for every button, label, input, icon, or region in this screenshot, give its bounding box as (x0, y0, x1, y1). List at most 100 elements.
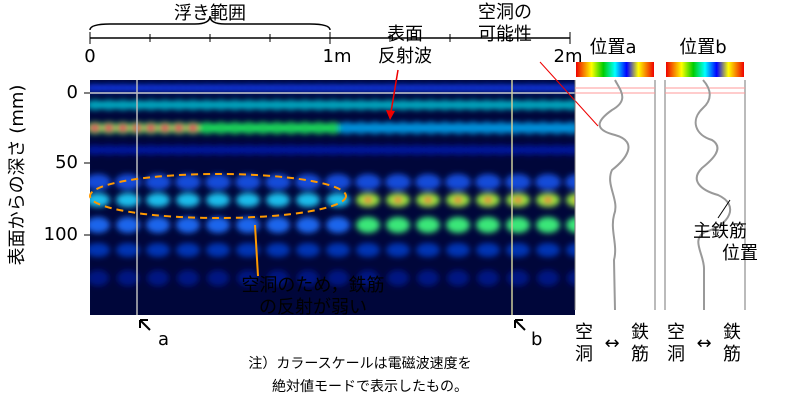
radar-texture (447, 270, 469, 286)
color-bar (576, 62, 654, 77)
radar-texture (236, 193, 260, 207)
radar-texture (386, 243, 410, 257)
radar-texture (537, 270, 559, 286)
radar-texture (476, 243, 500, 257)
radar-texture (543, 197, 553, 203)
radar-texture (535, 174, 561, 190)
arrow (140, 320, 150, 330)
radar-texture (206, 193, 230, 207)
y-tick-label: 50 (55, 152, 78, 173)
radar-texture (235, 174, 261, 190)
waveform (600, 80, 629, 310)
radar-texture (206, 217, 230, 233)
radar-texture (415, 174, 441, 190)
legend-arrow: ↔ (696, 333, 711, 354)
legend-text: 洞 (575, 344, 593, 365)
radar-texture (175, 174, 201, 190)
radar-texture (565, 174, 591, 190)
radar-texture (145, 124, 157, 132)
legend-text: 空 (667, 322, 685, 343)
radar-texture (187, 124, 199, 132)
radar-texture (266, 217, 290, 233)
legend-text: 鉄 (723, 322, 741, 343)
marker-label: b (531, 329, 542, 350)
annotation: 可能性 (478, 24, 532, 45)
legend-text: 洞 (667, 344, 685, 365)
radar-texture (417, 270, 439, 286)
radar-texture (146, 243, 170, 257)
radar-texture (562, 122, 580, 134)
marker-label: a (158, 329, 169, 350)
radar-texture (296, 193, 320, 207)
radar-texture (159, 124, 171, 132)
radar-texture (416, 217, 440, 233)
radar-texture (147, 270, 169, 286)
radar-texture (177, 270, 199, 286)
radar-texture (146, 217, 170, 233)
depth-axis: 表面からの深さ (mm) 0 50 100 (7, 82, 90, 265)
axis-label: 表面からの深さ (mm) (7, 85, 28, 266)
radar-texture (326, 217, 350, 233)
x-tick-label: 0 (84, 46, 95, 67)
y-tick-label: 100 (44, 224, 78, 245)
radar-texture (207, 270, 229, 286)
x-tick-label: 1m (323, 46, 352, 67)
radar-texture (87, 270, 109, 286)
radar-texture (506, 243, 530, 257)
annotation: 空洞の (478, 2, 532, 23)
annotation: 表面 (387, 24, 423, 45)
radar-texture (505, 174, 531, 190)
radar-texture (206, 243, 230, 257)
panel-title: 位置a (589, 37, 636, 58)
radar-texture (446, 217, 470, 233)
waveform (696, 80, 731, 310)
legend-text: 空 (575, 322, 593, 343)
radar-texture (363, 197, 373, 203)
radar-texture (536, 217, 560, 233)
radar-texture (117, 270, 139, 286)
radar-texture (477, 270, 499, 286)
radar-texture (117, 124, 129, 132)
legend-arrow: ↔ (604, 333, 619, 354)
panel-title: 位置b (679, 37, 726, 58)
annotation: の反射が弱い (259, 297, 367, 318)
legend-text: 筋 (723, 344, 741, 365)
radar-texture (355, 174, 381, 190)
radar-texture (507, 270, 529, 286)
radar-texture (176, 243, 200, 257)
radar-texture (266, 193, 290, 207)
radar-texture (266, 243, 290, 257)
radar-texture (566, 243, 590, 257)
radar-texture (356, 243, 380, 257)
radar-texture (296, 243, 320, 257)
radar-texture (445, 174, 471, 190)
annotation: 位置 (722, 243, 758, 264)
radar-texture (567, 270, 589, 286)
radar-texture (416, 243, 440, 257)
arrow (515, 320, 525, 330)
legend-text: 鉄 (631, 322, 649, 343)
radar-texture (566, 217, 590, 233)
radar-texture (393, 197, 403, 203)
radar-texture (446, 243, 470, 257)
note: 注）カラースケールは電磁波速度を (248, 356, 471, 372)
radar-texture (173, 124, 185, 132)
radar-texture (483, 197, 493, 203)
radar-texture (146, 193, 170, 207)
radar-texture (86, 217, 110, 233)
radar-texture (296, 217, 320, 233)
note: 絶対値モードで表示したもの。 (272, 379, 468, 395)
radar-texture (386, 217, 410, 233)
radar-texture (205, 174, 231, 190)
legend-text: 筋 (631, 344, 649, 365)
radar-texture (453, 197, 463, 203)
annotation: 反射波 (378, 46, 432, 67)
radar-texture (89, 124, 101, 132)
radar-texture (103, 124, 115, 132)
radar-texture (536, 243, 560, 257)
radar-texture (475, 174, 501, 190)
radar-texture (236, 217, 260, 233)
annotation: 主鉄筋 (693, 221, 747, 242)
y-tick-label: 0 (67, 82, 78, 103)
bracket-label: 浮き範囲 (174, 3, 246, 24)
